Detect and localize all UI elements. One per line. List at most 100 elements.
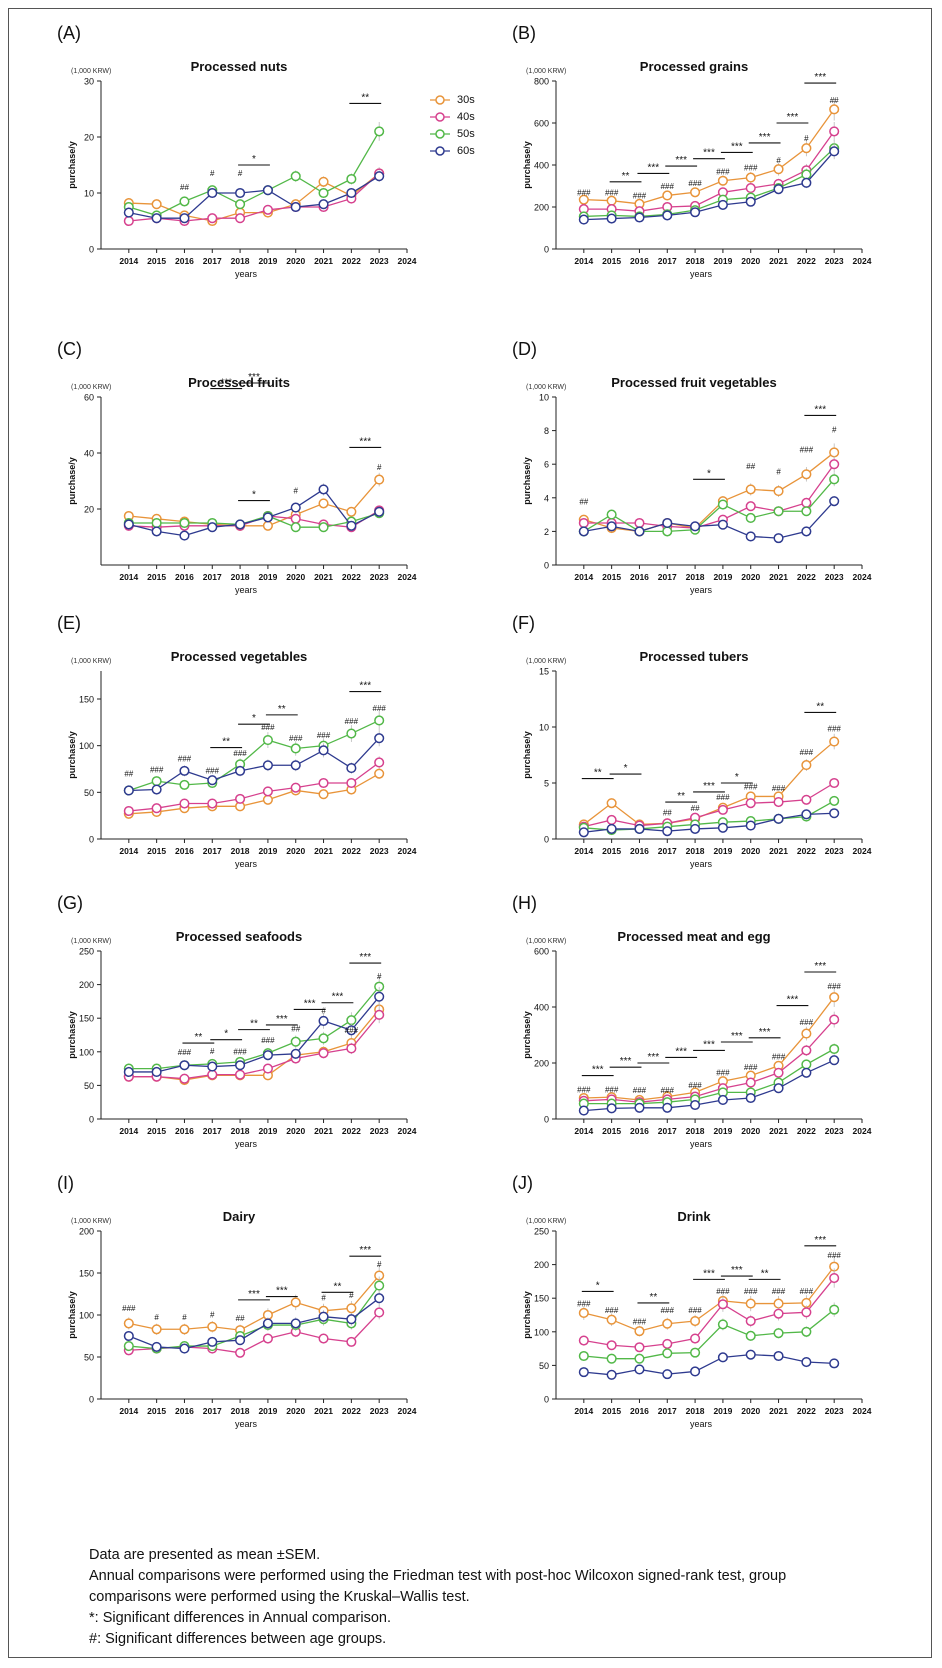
x-tick-label: 2024 (853, 846, 872, 856)
y-tick-label: 20 (84, 505, 94, 515)
x-tick-label: 2014 (119, 256, 138, 266)
group-difference-label: # (377, 463, 382, 472)
unit-label: (1,000 KRW) (71, 1218, 111, 1225)
data-point-40s (606, 814, 617, 826)
x-tick-label: 2017 (658, 846, 677, 856)
data-point-30s (801, 143, 812, 154)
data-point-30s (662, 1318, 673, 1329)
chart-svg: 0 5 10 15 2014 2015 2016 2017 2018 2019 2020 2021 20… (522, 658, 872, 869)
data-point-40s (235, 1069, 246, 1080)
data-point-50s (374, 1280, 385, 1291)
x-tick-label: 2022 (342, 572, 361, 582)
x-axis-label: years (235, 269, 258, 279)
data-point-60s (374, 1293, 385, 1304)
data-point-60s (578, 1367, 589, 1378)
group-difference-label: ### (688, 1081, 702, 1090)
group-difference-label: # (776, 467, 781, 476)
group-difference-label: ### (661, 1086, 675, 1095)
data-point-50s (151, 776, 162, 787)
x-tick-label: 2014 (574, 256, 593, 266)
panel-label: (E) (57, 613, 81, 633)
group-difference-label: ### (345, 1026, 359, 1035)
data-point-60s (662, 210, 673, 221)
x-axis-label: years (690, 585, 713, 595)
legend-swatch-marker (435, 128, 445, 139)
x-tick-label: 2021 (314, 256, 333, 266)
data-point-40s (606, 1340, 617, 1351)
data-point-40s (123, 215, 134, 227)
data-point-60s (374, 733, 385, 744)
data-point-30s (262, 520, 273, 531)
y-tick-label: 4 (544, 493, 549, 503)
group-difference-label: ### (605, 1085, 619, 1094)
group-difference-label: ### (206, 767, 220, 776)
x-tick-label: 2020 (286, 1406, 305, 1416)
data-point-30s (374, 768, 385, 779)
chart-svg: 0 10 20 30 2014 2015 2016 2017 2018 2019 2020 2021 2… (67, 68, 417, 279)
chart-svg: 0 50 100 150 200 250 2014 2015 2016 2017 2018 2019 2… (67, 938, 417, 1149)
data-point-60s (262, 185, 273, 196)
chart-svg: 20 40 60 2014 2015 2016 2017 2018 2019 2020 2021 20… (67, 372, 417, 595)
series-line-40s (128, 1014, 380, 1080)
data-point-60s (207, 1061, 218, 1072)
data-point-50s (318, 522, 329, 533)
panel-label: (B) (512, 23, 536, 43)
x-tick-label: 2015 (147, 572, 166, 582)
x-tick-label: 2024 (398, 1126, 417, 1136)
data-point-60s (745, 531, 756, 542)
group-difference-label: # (210, 1311, 215, 1320)
legend-item: 50s (429, 125, 475, 142)
data-point-30s (745, 172, 756, 183)
chart-panel: (A) Processed nuts 0 10 20 30 2014 2015 2016 2017… (9, 9, 475, 339)
chart-title: Processed vegetables (170, 649, 308, 664)
y-tick-label: 60 (84, 393, 94, 403)
data-point-60s (773, 533, 784, 544)
group-difference-label: ### (178, 1048, 192, 1057)
data-point-60s (374, 991, 385, 1002)
x-tick-label: 2019 (713, 572, 732, 582)
data-point-40s (634, 1342, 645, 1353)
significance-label: * (252, 713, 256, 724)
group-difference-label: ## (691, 804, 700, 813)
series-line-30s (128, 773, 380, 815)
significance-label: *** (304, 998, 316, 1009)
significance-label: *** (814, 404, 826, 415)
x-axis-label: years (690, 1419, 713, 1429)
figure-notes: Data are presented as mean ±SEM. Annual … (89, 1545, 786, 1650)
significance-label: *** (675, 1046, 687, 1057)
data-point-40s (262, 1063, 273, 1074)
group-difference-label: ## (180, 183, 189, 192)
group-difference-label: ### (688, 179, 702, 188)
data-point-50s (290, 171, 301, 182)
group-difference-label: ### (828, 1251, 842, 1260)
data-point-50s (374, 715, 385, 726)
x-tick-label: 2021 (314, 572, 333, 582)
data-point-40s (745, 1077, 756, 1088)
x-tick-label: 2020 (286, 256, 305, 266)
x-tick-label: 2017 (658, 1406, 677, 1416)
group-difference-label: ### (345, 717, 359, 726)
y-tick-label: 150 (79, 1014, 94, 1024)
data-point-60s (207, 775, 218, 786)
group-difference-label: ### (577, 1299, 591, 1308)
data-point-60s (717, 199, 728, 210)
x-tick-label: 2018 (686, 256, 705, 266)
data-point-60s (235, 519, 246, 530)
x-tick-label: 2024 (398, 256, 417, 266)
significance-label: *** (332, 992, 344, 1003)
x-tick-label: 2022 (797, 572, 816, 582)
data-point-60s (745, 1349, 756, 1360)
group-difference-label: ## (291, 1025, 300, 1034)
data-point-60s (346, 1025, 357, 1036)
x-tick-label: 2019 (258, 256, 277, 266)
data-point-60s (606, 213, 617, 224)
data-point-60s (690, 207, 701, 218)
series-line-60s (583, 150, 835, 221)
x-tick-label: 2019 (258, 572, 277, 582)
x-tick-label: 2021 (769, 1406, 788, 1416)
y-tick-label: 2 (544, 527, 549, 537)
y-tick-label: 20 (84, 133, 94, 143)
x-tick-label: 2017 (203, 1126, 222, 1136)
significance-label: * (707, 468, 711, 479)
chart-panel: (G) Processed seafoods 0 50 100 150 200 250 2014… (9, 879, 469, 1209)
